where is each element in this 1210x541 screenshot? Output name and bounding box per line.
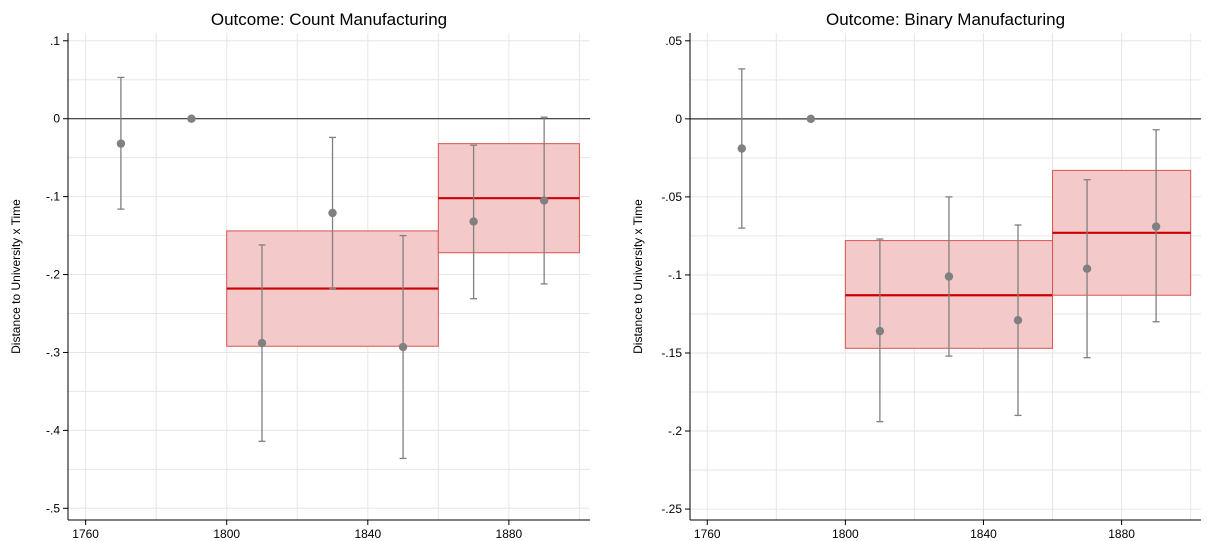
y-tick-label: -.1 [46,190,60,204]
data-point-6 [469,217,478,226]
y-axis-label: Distance to University x Time [9,199,23,354]
chart-title: Outcome: Binary Manufacturing [826,10,1065,29]
y-tick-label: -.4 [46,423,60,437]
data-point-1 [116,139,126,148]
data-point-2 [806,114,816,124]
chart-title: Outcome: Count Manufacturing [211,10,447,29]
y-tick-label: -.15 [661,346,682,360]
data-point-7 [539,196,549,205]
data-point-6 [1082,264,1092,273]
x-tick-label: 1760 [72,527,99,541]
chart-panel-2: 1760 1800 1840 1880 .05 0 -.05 -.1 -.15 -.2 -.25 Ou… [631,10,1201,541]
x-tick-label: 1880 [1108,527,1135,541]
data-point-5 [1013,316,1023,325]
y-axis-label: Distance to University x Time [631,199,645,354]
data-point-1 [737,144,746,153]
x-tick-label: 1800 [213,527,240,541]
chart-panel-1: 1760 1800 1840 1880 .1 0 -.1 -.2 -.3 -.4 -.5 Outcom… [9,10,590,541]
y-tick-label: -.2 [668,424,682,438]
y-tick-label: -.3 [46,345,60,359]
y-tick-label: .05 [665,34,682,48]
data-point-4 [944,272,954,281]
data-point-4 [328,208,337,218]
data-point-3 [875,326,885,336]
x-tick-label: 1760 [694,527,721,541]
data-point-2 [187,114,196,123]
y-tick-label: 0 [675,112,682,126]
y-tick-label: -.5 [46,501,60,515]
y-tick-label: .1 [50,34,60,48]
y-tick-label: -.1 [668,268,682,282]
data-point-5 [398,342,408,352]
y-tick-label: -.25 [661,502,682,516]
y-tick-label: -.05 [661,190,682,204]
x-tick-label: 1840 [354,527,381,541]
data-point-7 [1151,222,1161,231]
x-tick-label: 1840 [970,527,997,541]
y-tick-label: -.2 [46,268,60,282]
x-tick-label: 1800 [832,527,859,541]
x-tick-label: 1880 [496,527,523,541]
data-point-3 [257,338,267,348]
y-tick-label: 0 [53,112,60,126]
